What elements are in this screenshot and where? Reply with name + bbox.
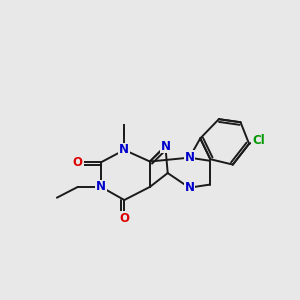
Text: Cl: Cl bbox=[252, 134, 265, 147]
Text: N: N bbox=[184, 181, 194, 194]
Text: N: N bbox=[184, 151, 194, 164]
Text: O: O bbox=[73, 156, 83, 169]
Text: N: N bbox=[96, 180, 106, 194]
Text: N: N bbox=[160, 140, 170, 153]
Text: N: N bbox=[119, 143, 129, 157]
Text: O: O bbox=[119, 212, 129, 225]
